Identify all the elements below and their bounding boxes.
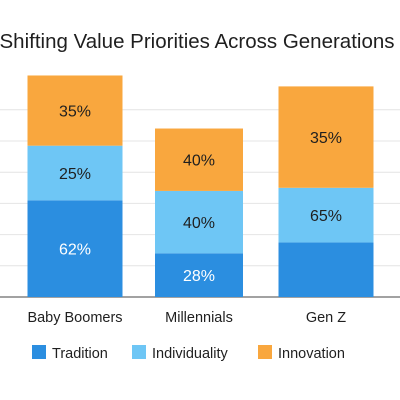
category-label-millennials: Millennials: [165, 310, 233, 326]
data-label-baby-boomers-individuality: 25%: [59, 166, 91, 183]
legend-label-innovation: Innovation: [278, 346, 345, 362]
legend-item-tradition: Tradition: [32, 345, 108, 362]
legend-item-individuality: Individuality: [132, 345, 229, 362]
chart-title: Shifting Value Priorities Across Generat…: [0, 30, 395, 53]
bars-layer: [27, 75, 374, 297]
data-label-baby-boomers-innovation: 35%: [59, 104, 91, 121]
data-label-gen-z-innovation: 35%: [310, 130, 342, 147]
category-label-gen-z: Gen Z: [306, 310, 346, 326]
bar-baby-boomers-innovation: [27, 75, 123, 146]
data-labels: 62% 25% 35% 28% 40% 40% 65% 35%: [59, 104, 342, 286]
bar-millennials-individuality: [155, 190, 243, 254]
data-label-millennials-tradition: 28%: [183, 268, 215, 285]
legend: Tradition Individuality Innovation: [32, 345, 345, 362]
bar-millennials-tradition: [155, 253, 243, 297]
category-label-baby-boomers: Baby Boomers: [27, 310, 122, 326]
legend-swatch-innovation: [258, 345, 272, 359]
bar-gen-z-tradition: [278, 242, 374, 297]
bar-millennials-innovation: [155, 128, 243, 191]
data-label-baby-boomers-tradition: 62%: [59, 242, 91, 259]
data-label-gen-z-individuality: 65%: [310, 208, 342, 225]
bar-baby-boomers-individuality: [27, 145, 123, 201]
legend-item-innovation: Innovation: [258, 345, 345, 362]
legend-swatch-tradition: [32, 345, 46, 359]
data-label-millennials-individuality: 40%: [183, 215, 215, 232]
bar-gen-z-innovation: [278, 86, 374, 188]
legend-label-tradition: Tradition: [52, 346, 108, 362]
bar-baby-boomers-tradition: [27, 200, 123, 297]
legend-label-individuality: Individuality: [152, 346, 229, 362]
bar-gen-z-individuality: [278, 187, 374, 243]
category-axis: Baby Boomers Millennials Gen Z: [27, 310, 346, 326]
data-label-millennials-innovation: 40%: [183, 153, 215, 170]
legend-swatch-individuality: [132, 345, 146, 359]
